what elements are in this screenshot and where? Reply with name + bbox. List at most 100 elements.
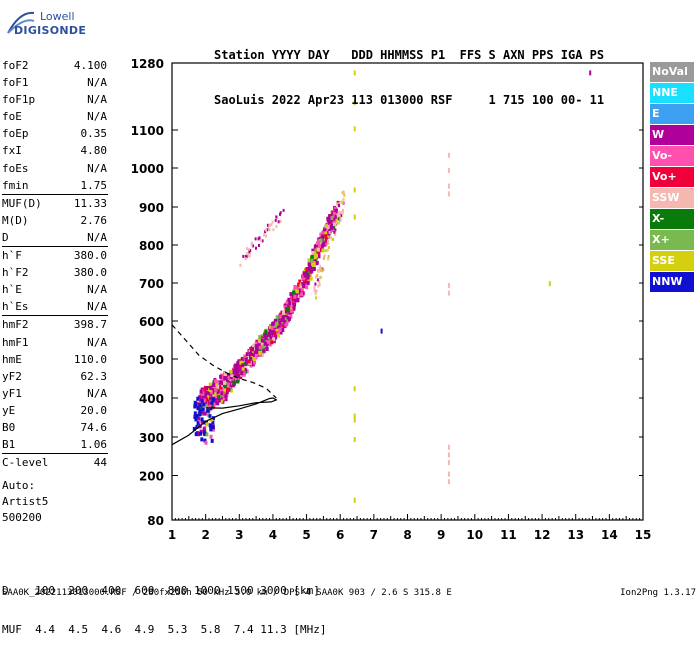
echo-point xyxy=(289,314,293,319)
echo-point xyxy=(302,271,306,276)
param-value: N/A xyxy=(87,300,107,314)
echo-point xyxy=(339,217,342,221)
echo-point xyxy=(194,432,198,437)
echo-point xyxy=(285,299,289,304)
echo-point xyxy=(332,215,336,220)
echo-point xyxy=(192,426,196,431)
echo-point xyxy=(206,408,210,413)
echo-point xyxy=(311,248,315,253)
echo-point xyxy=(258,345,262,350)
echo-point xyxy=(200,410,204,415)
echo-point xyxy=(254,349,258,354)
spur-point xyxy=(353,214,356,220)
param-key: foF2 xyxy=(2,59,29,72)
echo-point xyxy=(291,294,295,299)
echo-point xyxy=(306,281,310,285)
echo-point xyxy=(283,319,287,324)
param-value: 1.75 xyxy=(80,178,108,192)
echo-point xyxy=(324,231,328,236)
echo-point xyxy=(195,424,199,429)
echo-point xyxy=(239,360,243,365)
echo-point xyxy=(245,360,249,365)
echo-point xyxy=(293,294,297,299)
echo-point xyxy=(268,342,272,347)
echo-point xyxy=(250,241,253,245)
echo-point xyxy=(245,369,249,374)
echo-point xyxy=(220,398,224,403)
echo-point xyxy=(246,247,249,251)
echo-point xyxy=(196,396,200,401)
param-row-yf2: yF2 62.3 xyxy=(0,368,110,385)
echo-point xyxy=(224,384,228,389)
plot-frame xyxy=(171,62,644,521)
echo-point xyxy=(200,437,204,442)
echo-point xyxy=(342,197,345,201)
param-value: 62.3 xyxy=(80,369,108,383)
spur-point xyxy=(353,497,356,503)
legend-item-ssw: SSW xyxy=(650,188,694,208)
echo-point xyxy=(341,211,344,215)
echo-point xyxy=(328,215,332,220)
param-row-hes: h`Es N/A xyxy=(0,298,110,315)
legend-item-w: W xyxy=(650,125,694,145)
param-separator xyxy=(2,453,108,455)
echo-point xyxy=(247,254,250,258)
echo-point xyxy=(206,412,210,417)
echo-point xyxy=(316,274,319,277)
param-key: M(D) xyxy=(2,213,29,227)
echo-point xyxy=(319,264,322,268)
echo-point xyxy=(208,404,212,409)
echo-point xyxy=(292,290,295,295)
param-value: N/A xyxy=(87,76,107,90)
param-key: yF1 xyxy=(2,386,22,400)
echo-point xyxy=(312,261,316,266)
echo-point xyxy=(240,356,244,361)
echo-point xyxy=(258,351,262,356)
echo-point xyxy=(197,400,201,405)
echo-point xyxy=(309,276,313,281)
y-tick-label: 500 xyxy=(139,353,164,367)
echo-point xyxy=(302,276,306,281)
param-row-mufd: MUF(D) 11.33 xyxy=(0,195,110,212)
echo-point xyxy=(324,242,328,247)
echo-point xyxy=(319,267,322,271)
x-tick-label: 3 xyxy=(235,528,243,542)
echo-point xyxy=(326,217,330,222)
echo-point xyxy=(281,315,285,320)
echo-point xyxy=(200,419,204,424)
echo-point xyxy=(303,273,307,278)
autoscaling-mode: Auto: xyxy=(2,479,36,492)
echo-point xyxy=(237,373,241,378)
echo-point xyxy=(287,304,291,309)
echo-point xyxy=(262,344,266,349)
legend-item-noval: NoVal xyxy=(650,62,694,82)
echo-point xyxy=(253,360,257,365)
echo-point xyxy=(257,342,261,347)
echo-point xyxy=(268,328,272,333)
param-row-d: D N/A xyxy=(0,229,110,246)
param-row-hmf1: hmF1 N/A xyxy=(0,334,110,351)
autoscaling-version: 500200 xyxy=(2,511,42,524)
echo-point xyxy=(307,258,311,263)
echo-point xyxy=(234,363,238,368)
echo-point xyxy=(200,417,204,422)
param-value: N/A xyxy=(87,93,107,107)
param-key: hmF2 xyxy=(2,318,29,332)
echo-point xyxy=(223,380,226,385)
spur-point xyxy=(353,413,356,419)
echo-point xyxy=(219,389,223,394)
echo-point xyxy=(200,399,204,403)
echo-point xyxy=(330,216,334,221)
echo-point xyxy=(289,308,293,313)
echo-point xyxy=(342,191,345,195)
autoscaling-note: Auto: Artist5 500200 xyxy=(2,478,48,526)
echo-point xyxy=(207,391,211,396)
echo-point xyxy=(292,306,296,311)
param-key: fxI xyxy=(2,144,22,158)
echo-point xyxy=(243,367,247,372)
echo-point xyxy=(199,405,203,410)
y-tick-label: 200 xyxy=(139,470,164,484)
param-key: foEp xyxy=(2,127,29,141)
echo-point xyxy=(252,244,255,248)
echo-point xyxy=(216,387,220,392)
